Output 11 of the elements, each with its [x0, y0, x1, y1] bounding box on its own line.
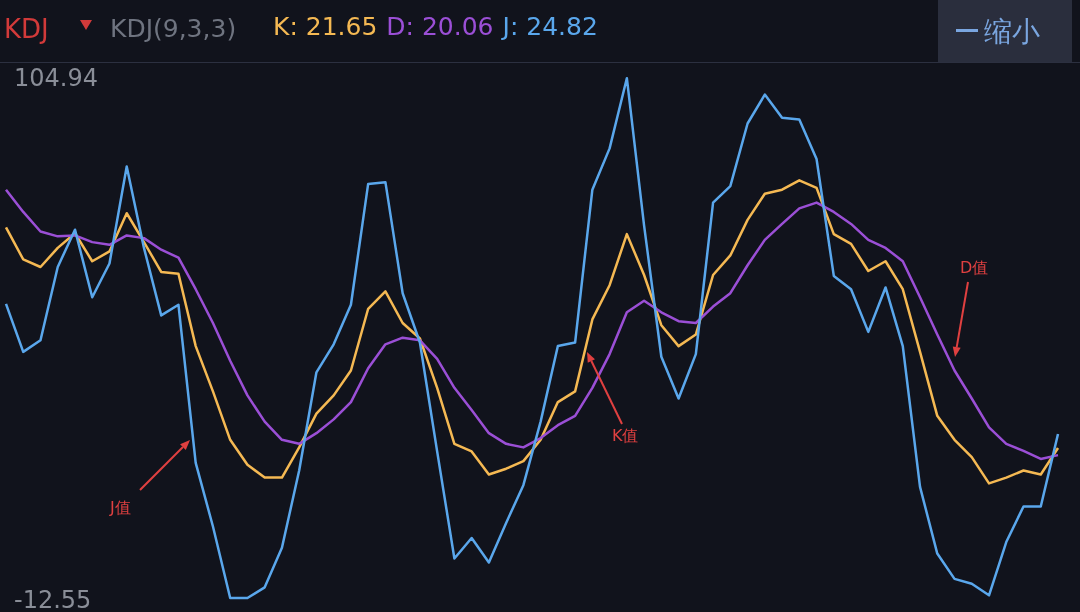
annotation: J值: [110, 498, 131, 519]
annotation: D值: [960, 258, 989, 279]
chart-subtitle: KDJ(9,3,3): [110, 14, 237, 43]
y-tick-label: -12.55: [14, 586, 92, 612]
text: K: 21.65: [273, 12, 378, 41]
text: D: 20.06: [386, 12, 494, 41]
y-tick-label: 104.94: [14, 64, 98, 92]
annotation: K值: [612, 426, 639, 447]
series-label: J: 24.82: [500, 12, 598, 41]
text: 缩小: [984, 14, 1040, 50]
chart-title: KDJ: [4, 14, 49, 44]
